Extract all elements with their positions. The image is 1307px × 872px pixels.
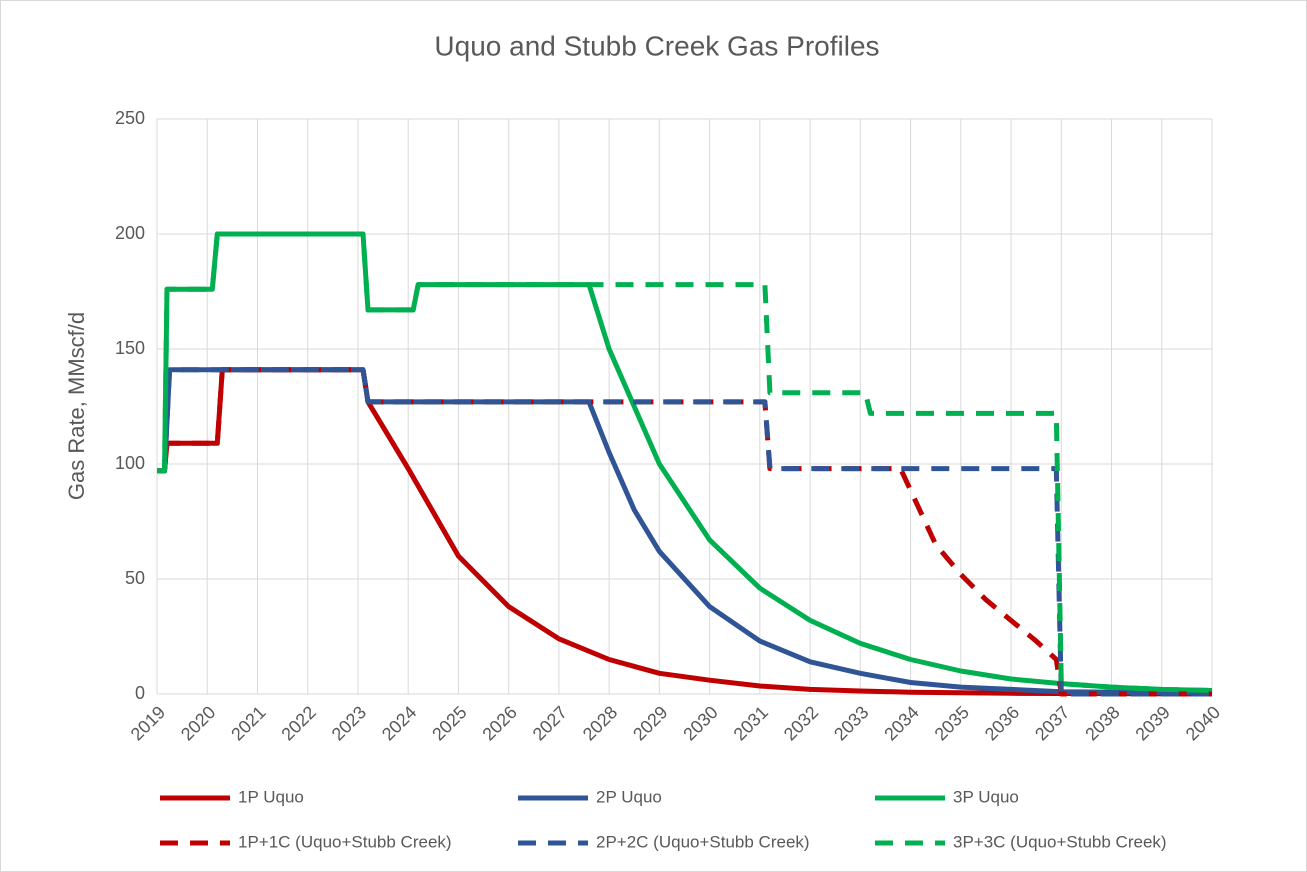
legend-label: 2P Uquo — [596, 787, 662, 806]
series-line — [157, 367, 1212, 697]
series-line — [157, 367, 1213, 696]
y-tick-label: 0 — [135, 683, 145, 703]
y-tick-label: 250 — [115, 108, 145, 128]
legend-label: 1P Uquo — [238, 787, 304, 806]
y-axis-label: Gas Rate, MMscf/d — [64, 312, 89, 500]
y-tick-label: 150 — [115, 338, 145, 358]
legend-label: 3P+3C (Uquo+Stubb Creek) — [953, 832, 1167, 851]
series-line — [157, 231, 1213, 693]
y-tick-label: 200 — [115, 223, 145, 243]
legend-label: 3P Uquo — [953, 787, 1019, 806]
y-tick-label: 50 — [125, 568, 145, 588]
legend-label: 1P+1C (Uquo+Stubb Creek) — [238, 832, 452, 851]
y-tick-label: 100 — [115, 453, 145, 473]
legend-label: 2P+2C (Uquo+Stubb Creek) — [596, 832, 810, 851]
chart-title: Uquo and Stubb Creek Gas Profiles — [434, 30, 879, 61]
